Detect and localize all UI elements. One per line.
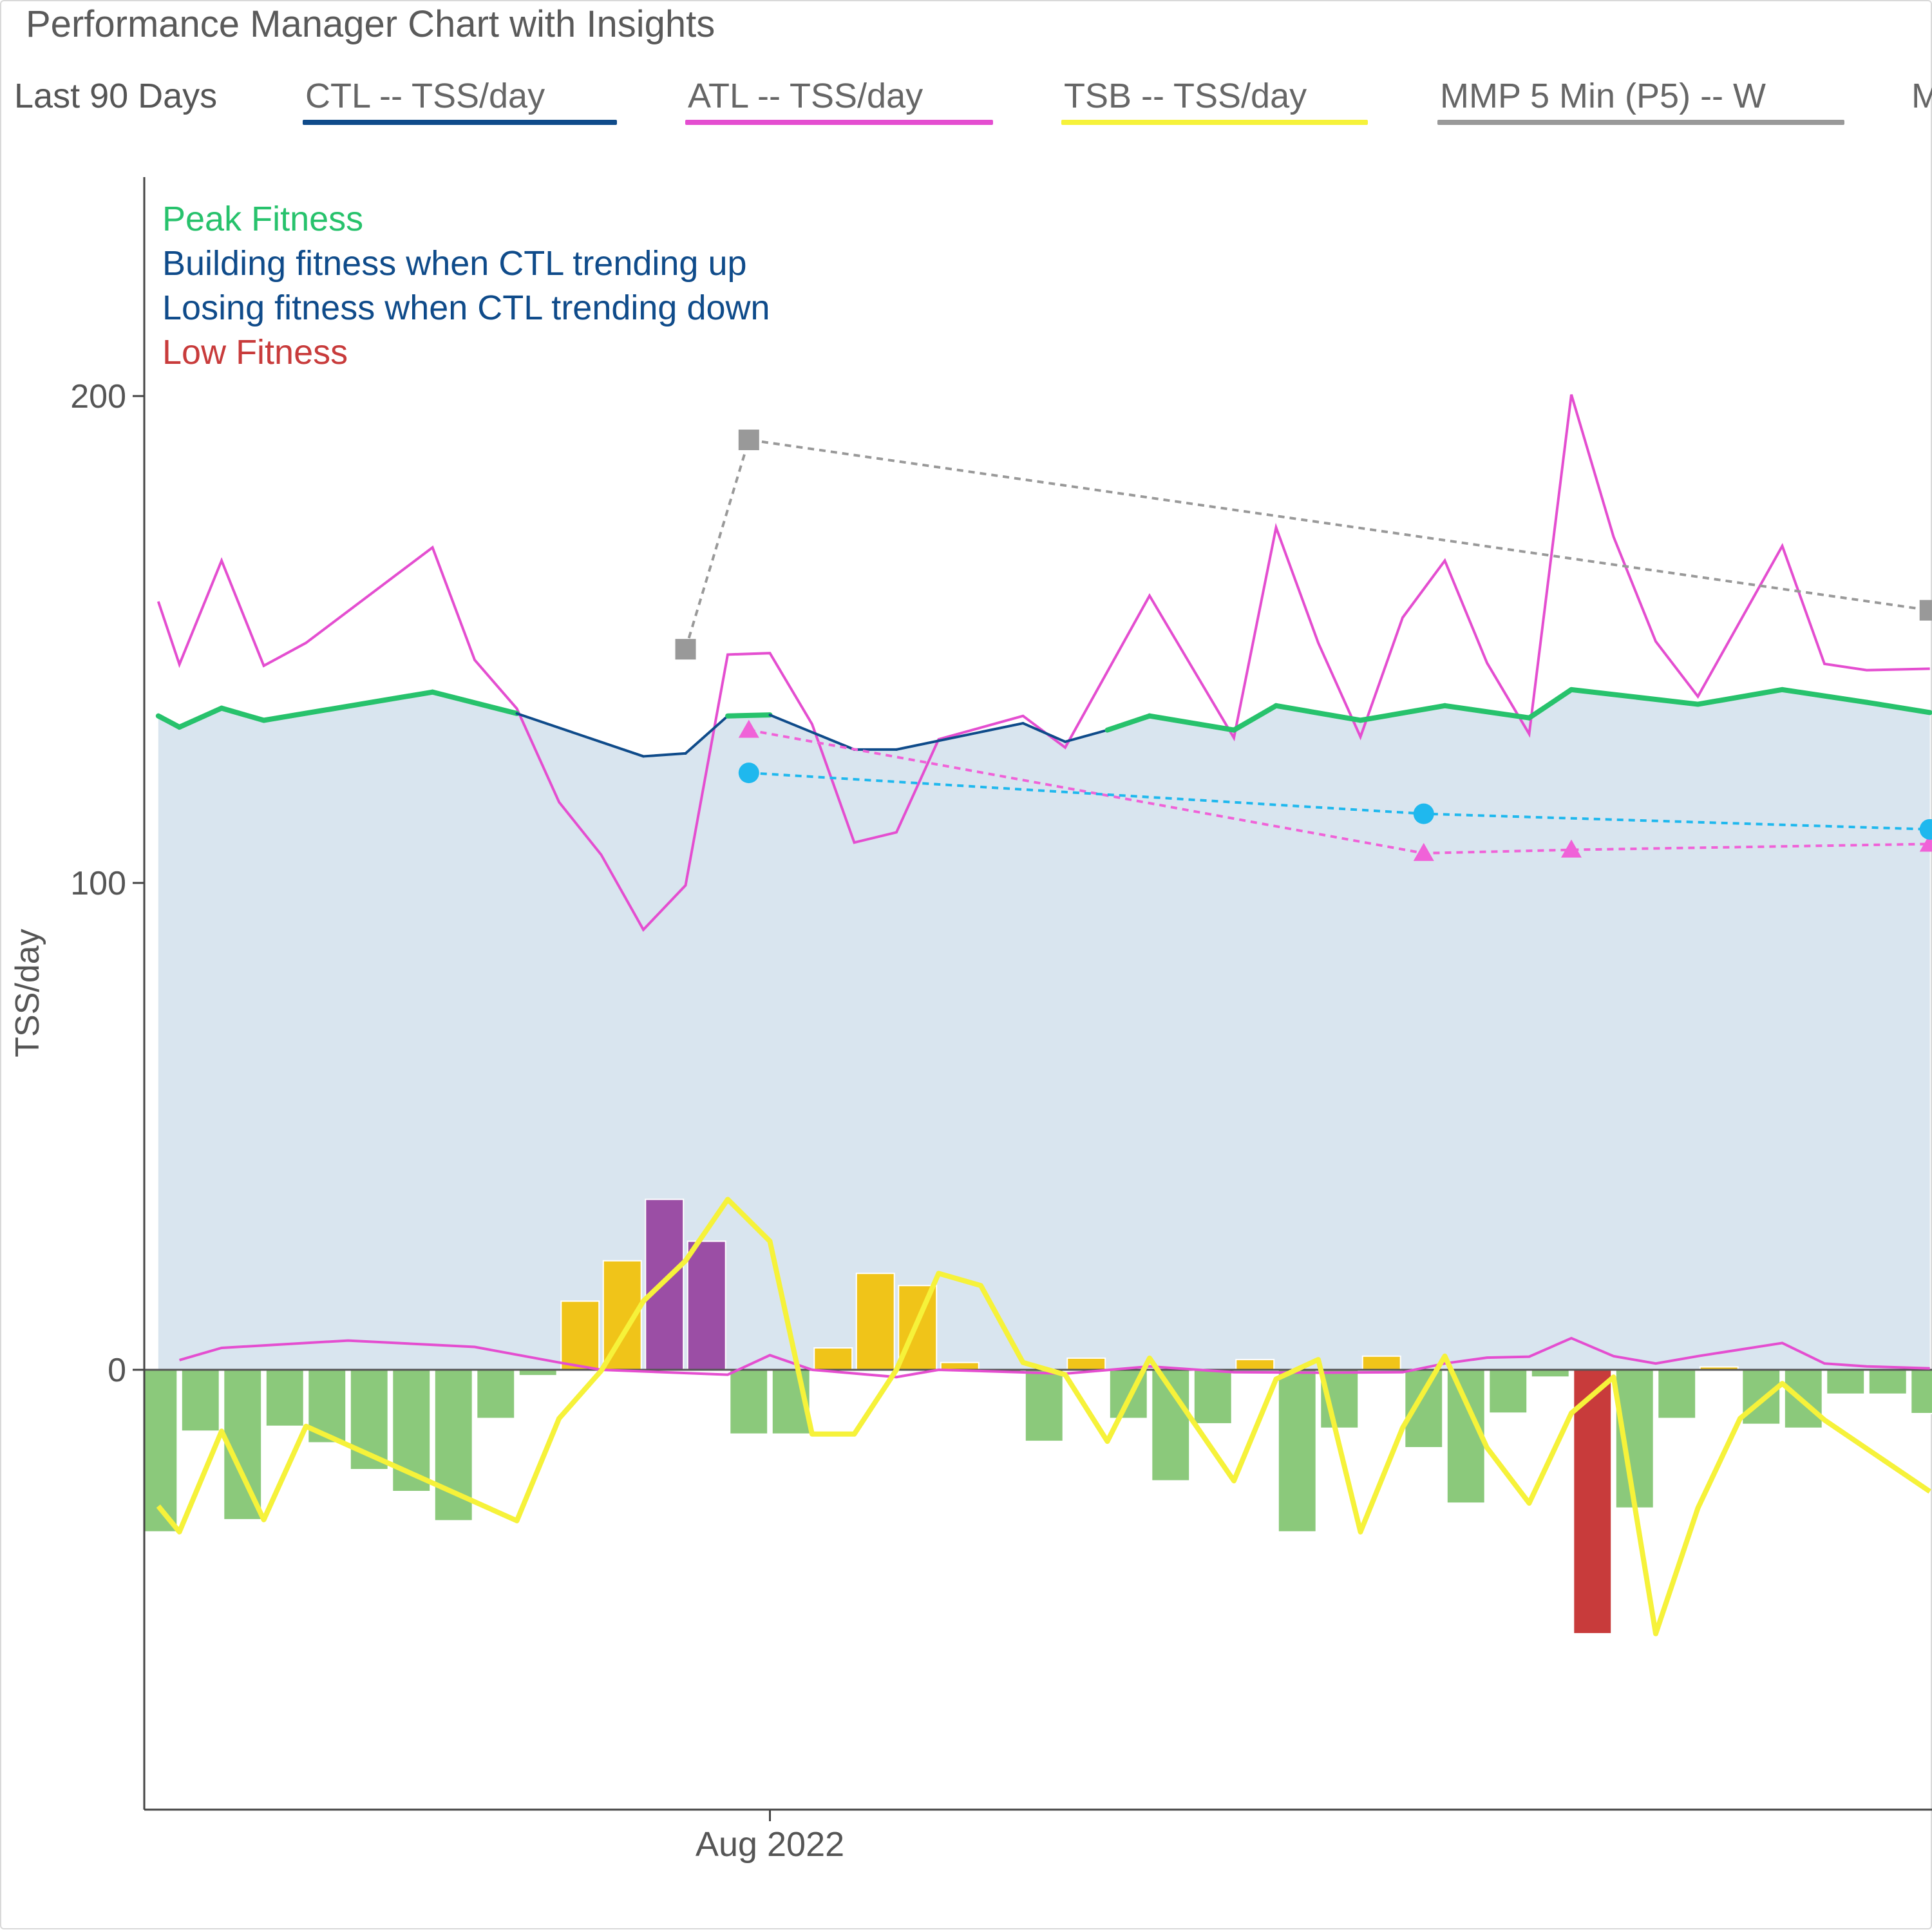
tsb-bar [1024, 1369, 1064, 1443]
tsb-bar [1530, 1369, 1570, 1378]
insight-peak-fitness: Peak Fitness [162, 200, 363, 238]
legend-bar: Last 90 Days CTL -- TSS/day ATL -- TSS/d… [0, 71, 1932, 129]
tsb-bar [813, 1347, 853, 1370]
y-tick-label: 0 [108, 1352, 126, 1389]
pink-triangle-marker [1560, 839, 1582, 858]
atl-line [156, 394, 1930, 932]
ctl-segment [1104, 713, 1153, 733]
chart-title: Performance Manager Chart with Insights [26, 3, 715, 45]
ctl-segment [155, 713, 182, 730]
legend-label-atl: ATL -- TSS/day [688, 77, 923, 115]
ctl-segment [642, 752, 687, 758]
x-tick-label: Aug 2022 [696, 1825, 844, 1864]
pink-triangle-marker [1413, 842, 1434, 861]
legend-item-tsb[interactable]: TSB -- TSS/day [1061, 76, 1374, 125]
legend-item-m[interactable]: M [1909, 76, 1932, 120]
ctl-segment [1568, 687, 1701, 707]
ctl-segment [1231, 703, 1279, 733]
tsb-bar [265, 1369, 305, 1427]
ctl-area [158, 689, 1930, 1370]
period-selector[interactable]: Last 90 Days [14, 77, 218, 115]
ctl-segment [515, 712, 645, 758]
y-tick-label: 200 [70, 378, 126, 415]
tsb-bar [1235, 1359, 1275, 1371]
tsb-bar [940, 1361, 980, 1370]
ctl-segment [1864, 699, 1932, 715]
tsb-bar [1193, 1369, 1233, 1425]
legend-label-ctl: CTL -- TSS/day [305, 77, 545, 115]
legend-label-tsb: TSB -- TSS/day [1064, 77, 1307, 115]
blue-circle-marker [1919, 819, 1932, 840]
ctl-segment [1064, 728, 1109, 743]
atl-line-low [179, 1336, 1930, 1379]
tsb-bar [687, 1240, 726, 1371]
ctl-segment [1779, 687, 1870, 705]
ctl-segment [1021, 722, 1067, 743]
ctl-segment [768, 714, 856, 751]
tsb-bar [476, 1369, 516, 1419]
insight-losing-fitness: Losing fitness when CTL trending down [162, 289, 770, 327]
legend-item-ctl[interactable]: CTL -- TSS/day [303, 76, 623, 125]
ctl-segment [684, 714, 730, 755]
ctl-segment [219, 705, 267, 723]
mmp-marker [675, 639, 696, 660]
tsb-line [156, 1197, 1931, 1636]
ctl-segment [176, 705, 225, 730]
tsb-bar [1066, 1357, 1106, 1370]
tsb-bar [645, 1198, 685, 1371]
ctl-segment [895, 722, 1025, 751]
mmp-line [684, 438, 1930, 650]
ctl-segment [1442, 703, 1532, 721]
mmp-marker [1919, 600, 1932, 621]
legend-swatch-tsb [1061, 120, 1368, 125]
legend-swatch-atl [685, 120, 993, 125]
ctl-segment [261, 689, 435, 723]
tsb-bar [560, 1300, 600, 1371]
tsb-bar [1573, 1369, 1613, 1634]
ctl-segment [725, 712, 773, 719]
legend-swatch-ctl [303, 120, 617, 125]
tsb-bar [1910, 1369, 1932, 1414]
ctl-segment [1526, 687, 1574, 721]
tsb-bar [180, 1369, 220, 1432]
pink-dashed-line [748, 728, 1930, 855]
ctl-segment [1147, 713, 1237, 733]
ctl-segment [1273, 703, 1363, 723]
blue-circle-marker [738, 762, 759, 784]
tsb-bar [602, 1260, 642, 1370]
blue-circle-marker [1413, 803, 1434, 824]
tsb-bar [1404, 1369, 1444, 1448]
y-axis-label: TSS/day [9, 929, 46, 1057]
insight-building-fitness: Building fitness when CTL trending up [162, 244, 747, 283]
tsb-bar [1868, 1369, 1908, 1395]
tsb-bar [1277, 1369, 1317, 1533]
tsb-bar [1657, 1369, 1697, 1419]
ctl-segment [1695, 687, 1785, 707]
mmp-marker [738, 430, 759, 451]
insight-low-fitness: Low Fitness [162, 333, 348, 372]
legend-swatch-mmp [1437, 120, 1844, 125]
legend-item-mmp[interactable]: MMP 5 Min (P5) -- W [1437, 76, 1851, 125]
tsb-bar [1741, 1369, 1781, 1425]
tsb-bar [1826, 1369, 1866, 1395]
pink-triangle-marker [738, 719, 759, 738]
tsb-bar [1361, 1355, 1401, 1371]
ctl-segment [430, 689, 520, 716]
tsb-bar [855, 1273, 895, 1371]
tsb-bar [729, 1369, 769, 1435]
ctl-segment [1358, 703, 1448, 723]
y-tick-label: 100 [70, 865, 126, 902]
legend-label-m: M [1911, 77, 1932, 115]
tsb-bar [1488, 1369, 1528, 1414]
legend-label-mmp: MMP 5 Min (P5) -- W [1440, 77, 1766, 115]
legend-item-atl[interactable]: ATL -- TSS/day [685, 76, 999, 125]
